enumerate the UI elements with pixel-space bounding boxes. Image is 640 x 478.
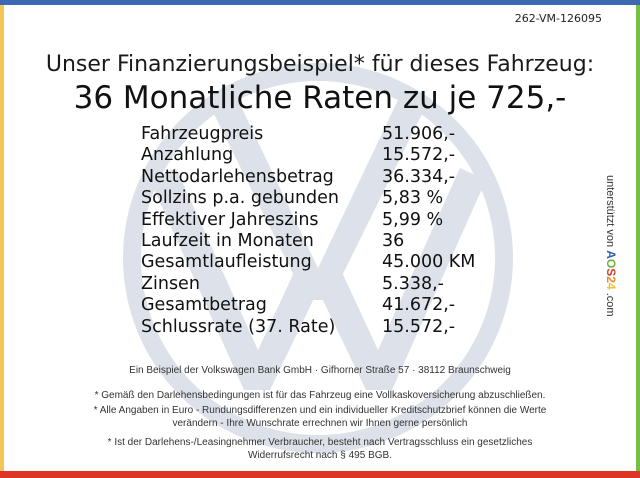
logo-letter-a: A bbox=[604, 250, 618, 259]
row-value: 5,83 % bbox=[382, 188, 444, 209]
sponsor-badge[interactable]: unterstützt von AOS24 .com bbox=[598, 175, 624, 355]
footnote-withdrawal-line2: Widerrufsrecht nach § 495 BGB. bbox=[248, 450, 392, 461]
row-label: Effektiver Jahreszins bbox=[141, 209, 319, 230]
table-row: Zinsen 5.338,- bbox=[141, 274, 475, 295]
row-value: 41.672,- bbox=[382, 295, 456, 316]
row-label: Gesamtbetrag bbox=[141, 295, 267, 316]
row-value: 36 bbox=[382, 230, 405, 251]
row-label: Anzahlung bbox=[141, 145, 234, 166]
row-label: Sollzins p.a. gebunden bbox=[141, 188, 340, 209]
finance-table: Fahrzeugpreis 51.906,- Anzahlung 15.572,- … bbox=[141, 124, 475, 338]
border-top-blue bbox=[0, 0, 640, 5]
sponsor-text: unterstützt von AOS24 .com bbox=[604, 175, 618, 317]
row-label: Zinsen bbox=[141, 273, 200, 294]
row-label: Nettodarlehensbetrag bbox=[141, 166, 334, 187]
row-value: 5.338,- bbox=[382, 273, 444, 294]
table-row: Anzahlung 15.572,- bbox=[141, 145, 475, 166]
sponsor-prefix: unterstützt von bbox=[604, 175, 616, 248]
bank-info-line: Ein Beispiel der Volkswagen Bank GmbH · … bbox=[129, 365, 511, 376]
logo-letter-4: 4 bbox=[604, 282, 618, 290]
table-row: Effektiver Jahreszins 5,99 % bbox=[141, 210, 475, 231]
row-value: 5,99 % bbox=[382, 209, 444, 230]
row-value: 45.000 KM bbox=[382, 252, 476, 273]
table-row: Fahrzeugpreis 51.906,- bbox=[141, 124, 475, 145]
table-row: Gesamtbetrag 41.672,- bbox=[141, 295, 475, 316]
vehicle-reference-number: 262-VM-126095 bbox=[514, 12, 602, 25]
footnote-rounding-line2: verändern - Ihre Wunschrate errechnen wi… bbox=[172, 418, 468, 429]
table-row: Gesamtlaufleistung 45.000 KM bbox=[141, 252, 475, 273]
row-label: Fahrzeugpreis bbox=[141, 124, 264, 144]
headline-financing-example: Unser Finanzierungsbeispiel* für dieses … bbox=[45, 52, 595, 77]
row-value: 51.906,- bbox=[382, 124, 456, 144]
row-label: Laufzeit in Monaten bbox=[141, 230, 314, 251]
table-row: Laufzeit in Monaten 36 bbox=[141, 231, 475, 252]
table-row: Nettodarlehensbetrag 36.334,- bbox=[141, 167, 475, 188]
row-label: Schlussrate (37. Rate) bbox=[141, 316, 336, 337]
footnote-withdrawal-line1: * Ist der Darlehens-/Leasingnehmer Verbr… bbox=[107, 437, 533, 448]
footnote-insurance: * Gemäß den Darlehensbedingungen ist für… bbox=[94, 390, 546, 401]
row-value: 36.334,- bbox=[382, 166, 456, 187]
row-label: Gesamtlaufleistung bbox=[141, 252, 312, 273]
border-left-yellow bbox=[0, 5, 4, 471]
logo-letter-o: O bbox=[604, 258, 618, 269]
footnote-rounding-line1: * Alle Angaben in Euro - Rundungsdiffere… bbox=[93, 405, 547, 416]
headline-monthly-rates: 36 Monatliche Raten zu je 725,- bbox=[73, 80, 567, 116]
sponsor-suffix: .com bbox=[604, 292, 616, 317]
table-row: Schlussrate (37. Rate) 15.572,- bbox=[141, 317, 475, 338]
logo-letter-2: 2 bbox=[604, 276, 618, 283]
row-value: 15.572,- bbox=[382, 145, 456, 166]
aos24-logo-icon: AOS24 bbox=[604, 250, 618, 290]
footnote-withdrawal: * Ist der Darlehens-/Leasingnehmer Verbr… bbox=[20, 436, 620, 462]
table-row: Sollzins p.a. gebunden 5,83 % bbox=[141, 188, 475, 209]
row-value: 15.572,- bbox=[382, 316, 456, 337]
border-bottom-red bbox=[0, 471, 640, 478]
border-right-green bbox=[636, 5, 640, 471]
footnote-rounding: * Alle Angaben in Euro - Rundungsdiffere… bbox=[20, 404, 620, 430]
